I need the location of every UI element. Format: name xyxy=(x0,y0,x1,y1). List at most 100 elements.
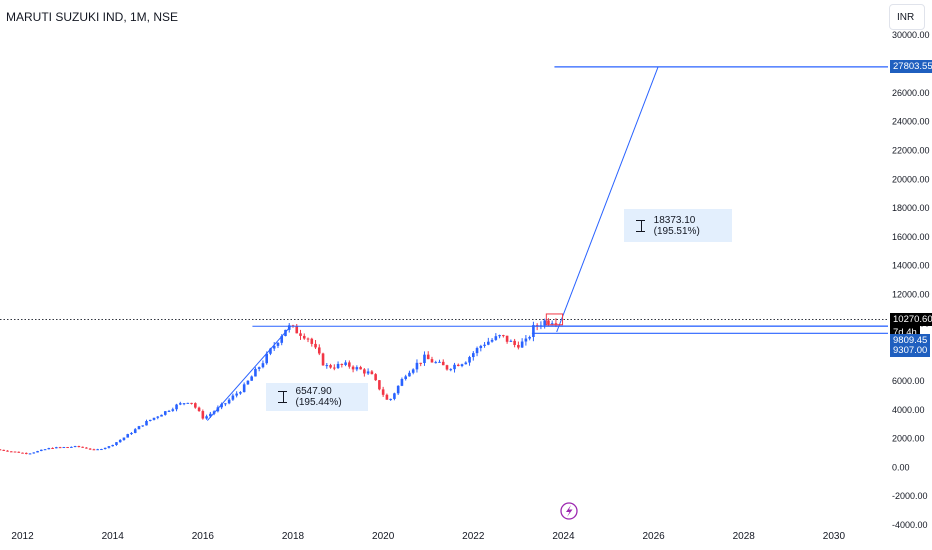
candle-body xyxy=(17,451,21,453)
candle-body xyxy=(299,333,302,336)
trend-line-2016-2018[interactable] xyxy=(206,325,292,421)
measure-label: 18373.10 (195.51%) xyxy=(653,214,700,237)
candle-body xyxy=(475,348,479,354)
candle-body xyxy=(175,404,178,410)
candle-body xyxy=(92,449,96,451)
candle-body xyxy=(333,367,336,369)
candle-body xyxy=(24,452,28,454)
candle-body xyxy=(456,364,460,367)
candle-body xyxy=(441,361,445,366)
candle-body xyxy=(355,367,359,370)
candle-body xyxy=(378,380,381,390)
candle-body xyxy=(449,369,453,371)
candle-body xyxy=(509,340,513,342)
last-price-tag: 10270.60 xyxy=(890,312,932,326)
candle-body xyxy=(554,323,558,325)
candle-body xyxy=(453,364,456,370)
candle-body xyxy=(408,372,411,377)
x-tick-label: 2018 xyxy=(282,531,305,542)
y-tick-label: 2000.00 xyxy=(892,434,925,444)
candle-body xyxy=(231,395,235,400)
y-tick-label: 30000.00 xyxy=(892,30,930,40)
candle-body xyxy=(9,451,13,453)
candle-body xyxy=(73,446,77,448)
candle-body xyxy=(66,447,69,449)
candle-body xyxy=(0,449,2,451)
candle-body xyxy=(524,338,528,342)
candle-body xyxy=(374,374,377,381)
candle-body xyxy=(179,403,182,405)
candle-body xyxy=(543,320,546,326)
candle-body xyxy=(235,393,238,396)
candle-body xyxy=(502,335,505,337)
candle-body xyxy=(370,371,374,375)
candle-body xyxy=(197,407,201,412)
candle-body xyxy=(141,425,145,427)
candle-body xyxy=(103,447,107,450)
candle-body xyxy=(321,353,325,366)
candle-body xyxy=(483,344,486,346)
candle-body xyxy=(434,362,438,364)
candle-body xyxy=(351,366,355,370)
lightning-glyph xyxy=(566,505,573,517)
y-tick-label: 24000.00 xyxy=(892,117,930,127)
currency-button[interactable]: INR xyxy=(889,4,925,30)
measure-icon xyxy=(278,391,287,403)
candle-body xyxy=(145,420,148,426)
candle-body xyxy=(21,452,24,454)
candle-body xyxy=(51,448,54,450)
level-9809-tag: 9809.45 xyxy=(890,333,931,347)
candle-body xyxy=(209,413,212,417)
candle-body xyxy=(547,320,550,325)
candle-body xyxy=(186,402,190,404)
candle-body xyxy=(532,325,535,338)
projection-line[interactable] xyxy=(556,66,659,333)
candle-body xyxy=(122,437,126,440)
candle-body xyxy=(314,343,317,348)
candle-body xyxy=(363,369,366,374)
candle-body xyxy=(310,338,314,344)
candle-body xyxy=(167,410,171,412)
x-tick-label: 2020 xyxy=(372,531,395,542)
candle-body xyxy=(490,339,494,342)
candle-body xyxy=(487,341,490,345)
candle-body xyxy=(239,392,242,394)
recent-range-box[interactable] xyxy=(545,313,564,326)
candle-body xyxy=(62,447,66,449)
candle-body xyxy=(419,362,423,364)
measure-box-projection[interactable]: 18373.10 (195.51%) xyxy=(624,209,732,242)
candle-body xyxy=(276,342,280,346)
candle-body xyxy=(550,323,554,325)
candle-body xyxy=(306,338,310,340)
candle-body xyxy=(329,365,332,368)
candle-body xyxy=(6,450,9,452)
candle-body xyxy=(325,365,329,367)
candle-body xyxy=(55,447,58,449)
candle-body xyxy=(224,403,227,405)
candle-body xyxy=(385,394,389,400)
measure-box-2016-2018[interactable]: 6547.90 (195.44%) xyxy=(266,383,368,411)
y-tick-label: 26000.00 xyxy=(892,88,930,98)
x-tick-label: 2014 xyxy=(102,531,125,542)
candle-body xyxy=(261,363,265,368)
candle-body xyxy=(317,347,321,354)
candle-body xyxy=(182,403,186,405)
candle-body xyxy=(77,446,81,448)
candle-body xyxy=(430,359,434,363)
candle-body xyxy=(118,439,122,443)
candle-body xyxy=(464,362,468,365)
y-tick-label: 22000.00 xyxy=(892,145,930,155)
candle-body xyxy=(100,449,103,451)
candle-body xyxy=(171,409,175,411)
event-marker[interactable] xyxy=(560,502,578,520)
candle-body xyxy=(115,442,118,445)
y-tick-label: -4000.00 xyxy=(892,520,928,530)
y-tick-label: 12000.00 xyxy=(892,290,930,300)
candle-body xyxy=(479,345,483,349)
candle-body xyxy=(348,362,351,367)
candle-body xyxy=(160,414,163,417)
candle-body xyxy=(280,336,284,343)
y-tick-label: 16000.00 xyxy=(892,232,930,242)
candle-body xyxy=(528,337,531,339)
